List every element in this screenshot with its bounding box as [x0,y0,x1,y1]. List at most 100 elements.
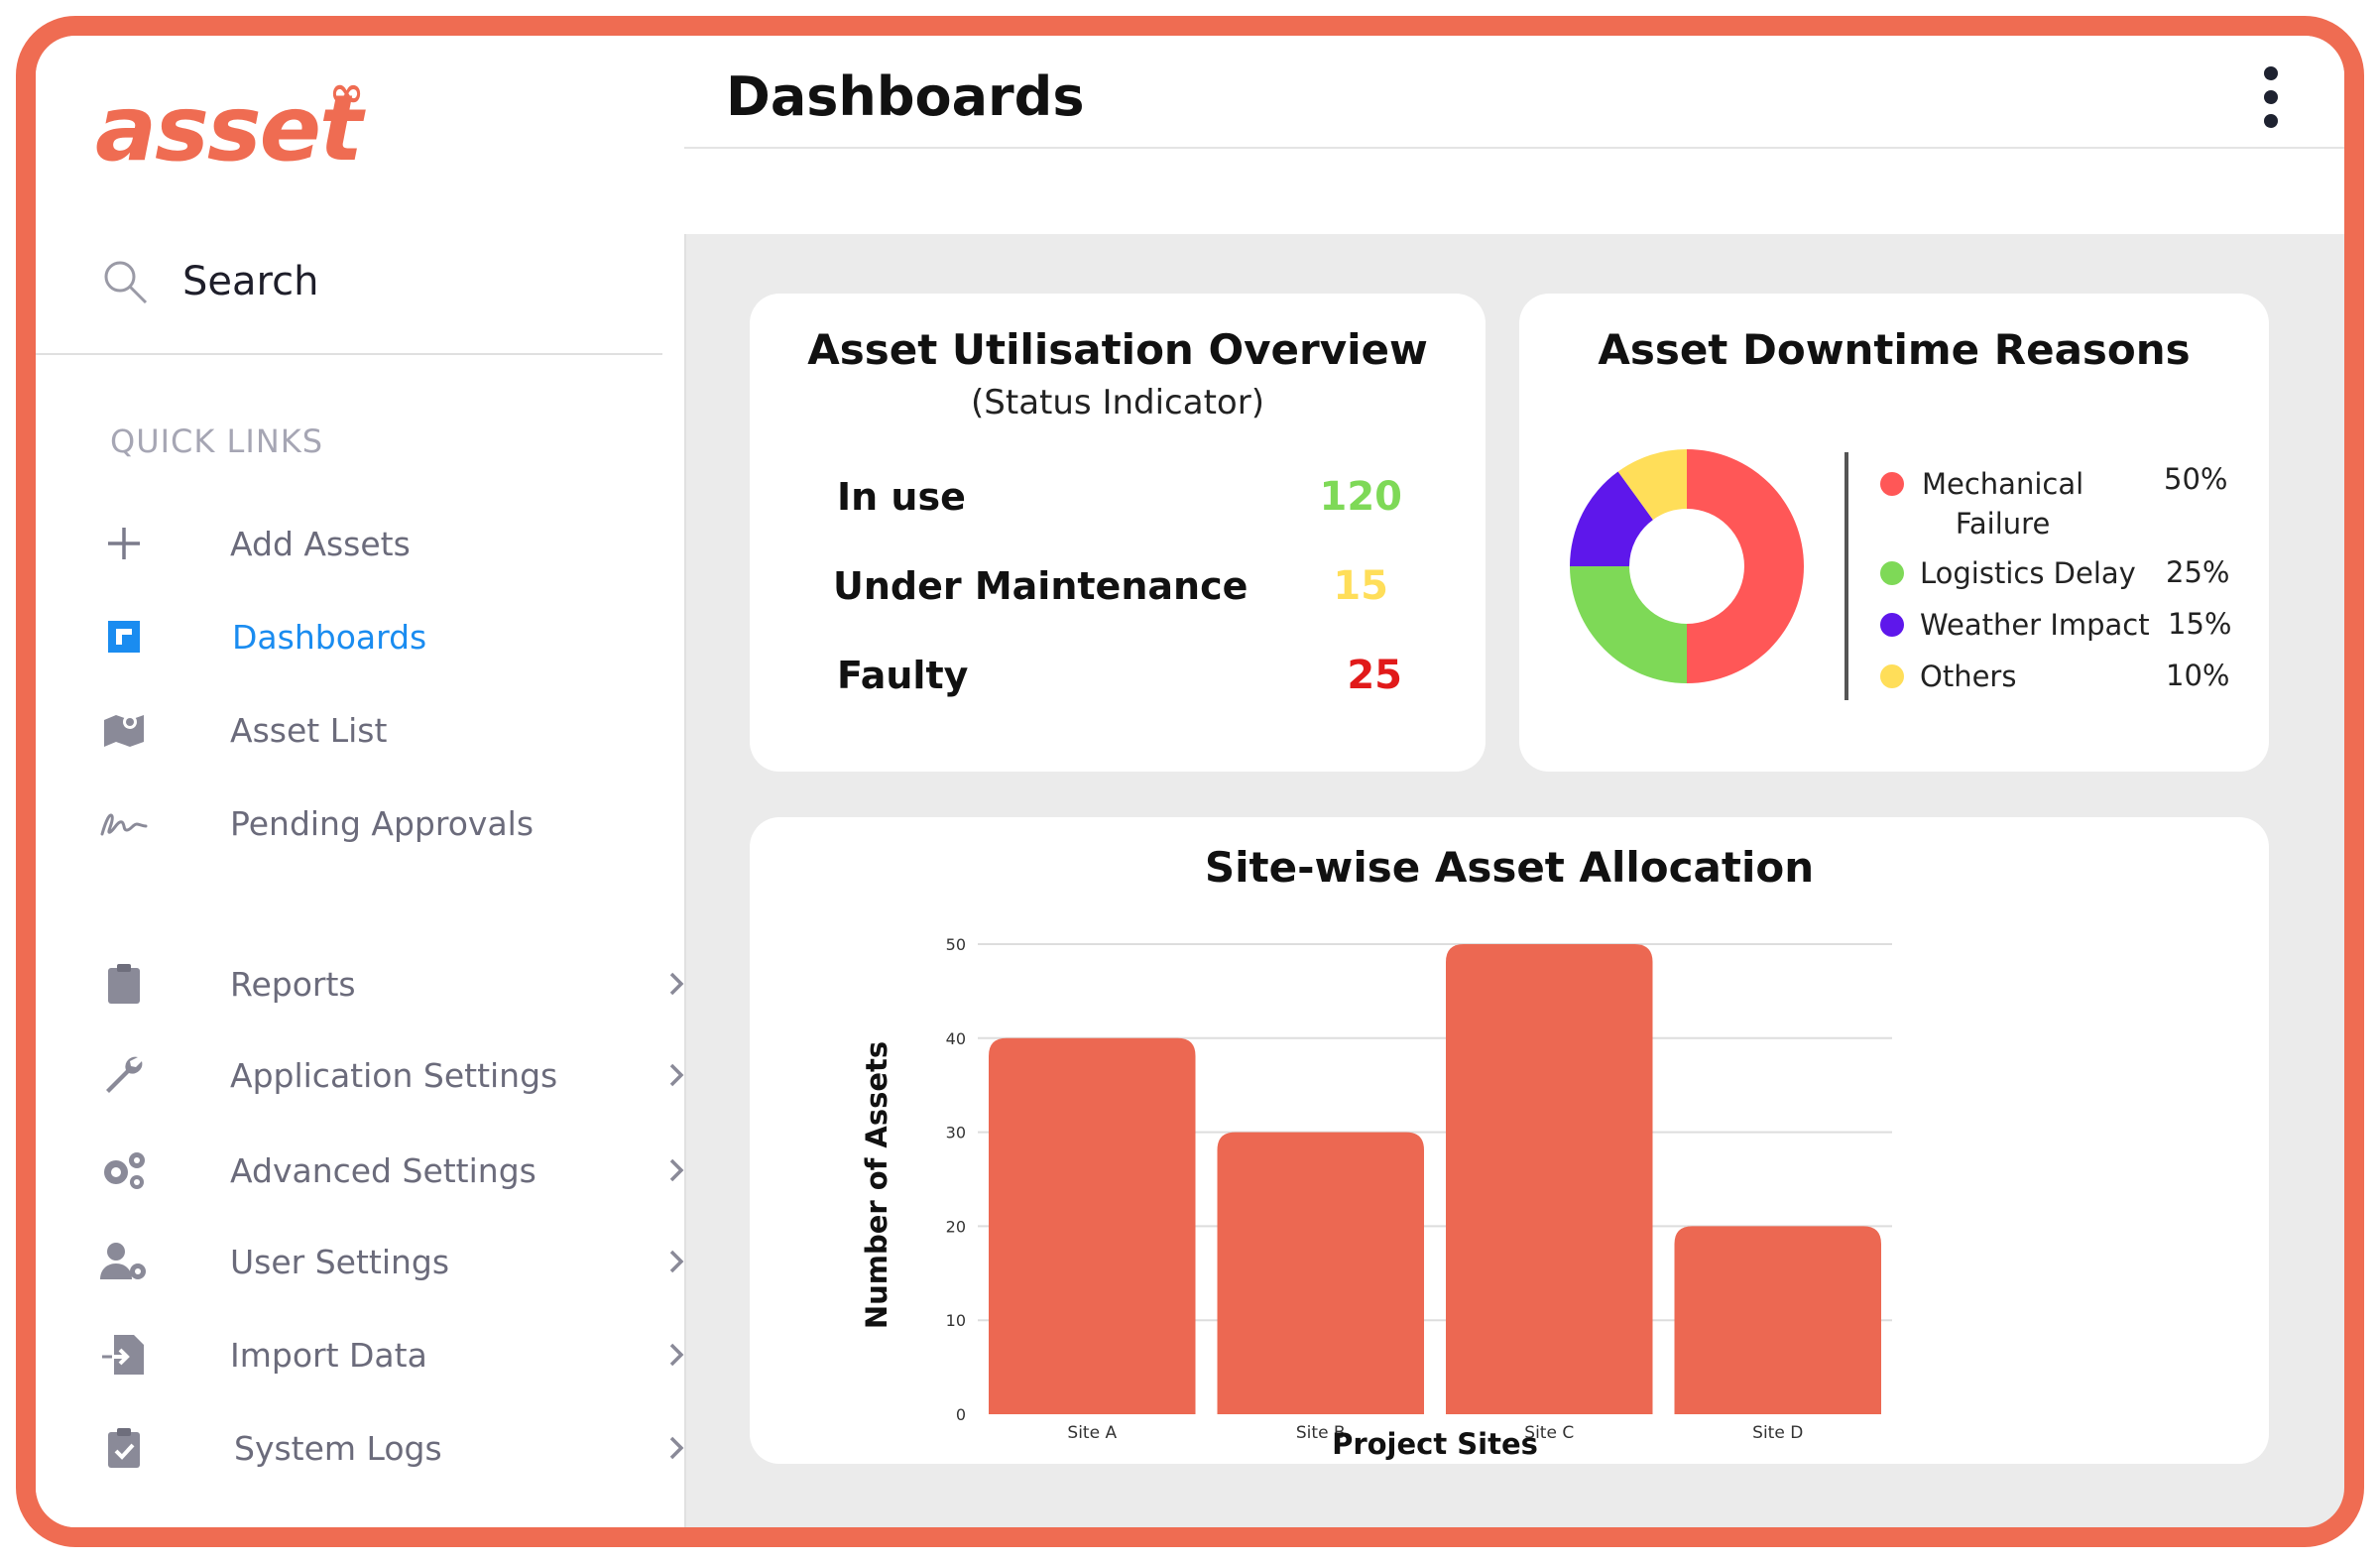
logo-text: asset [95,75,363,181]
legend-percentage: 15% [2168,607,2232,641]
y-tick-label: 10 [946,1311,966,1330]
sidebar-item-application-settings[interactable]: Application Settings [99,1045,684,1105]
map-icon [99,705,149,755]
chevron-right-icon[interactable] [661,1433,691,1463]
status-row-under-maintenance: Under Maintenance 15 [833,563,1388,609]
card-subtitle: (Status Indicator) [971,383,1264,422]
logo-infinity-symbol: ∞ [329,67,364,116]
donut-slice-weather-impact [1570,471,1653,566]
card-title: Asset Downtime Reasons [1598,325,2191,374]
chevron-right-icon[interactable] [661,969,691,999]
donut-slice-logistics-delay [1570,566,1687,683]
y-tick-label: 50 [946,935,966,954]
user-gear-icon [99,1237,149,1286]
x-tick-label: Site C [1524,1423,1574,1443]
plus-icon [99,519,149,568]
sidebar-item-add-assets[interactable]: Add Assets [99,514,411,573]
legend-name: Mechanical Failure [1922,467,2084,541]
status-row-faulty: Faulty 25 [837,653,1402,698]
legend-divider [1844,452,1848,700]
x-tick-label: Site B [1296,1423,1346,1443]
app-logo[interactable]: asset ∞ [95,67,364,181]
legend-item-logistics-delay: Logistics Delay [1880,553,2136,593]
sidebar-item-label: Import Data [230,1335,427,1375]
site-allocation-bar-chart: 0 10 20 30 40 50 Site A Site B Site C Site D Proje… [860,935,1892,1461]
sidebar-item-label: Add Assets [230,524,411,563]
chevron-right-icon[interactable] [661,1340,691,1370]
search-icon [104,261,148,304]
header-divider [684,147,2344,149]
status-row-in-use: In use 120 [837,474,1402,520]
legend-dot [1880,613,1904,637]
clipboard-icon [99,959,149,1009]
sidebar-item-label: Dashboards [232,617,427,657]
sidebar-item-label: Reports [230,964,356,1004]
app-frame: asset ∞ Search QUICK LINKS Add Assets Da… [16,16,2364,1547]
sidebar-item-import-data[interactable]: Import Data [99,1325,684,1384]
status-value: 120 [1319,474,1403,520]
more-options-icon[interactable] [2251,61,2291,141]
top-header: Dashboards [684,36,2344,234]
sidebar-item-asset-list[interactable]: Asset List [99,700,387,760]
y-tick-label: 20 [946,1217,966,1236]
sidebar-item-label: Asset List [230,710,388,750]
sidebar-item-system-logs[interactable]: System Logs [99,1418,684,1478]
chevron-right-icon[interactable] [661,1060,691,1090]
y-tick-label: 40 [946,1029,966,1048]
x-tick-label: Site D [1752,1423,1803,1443]
wrench-icon [99,1050,149,1100]
x-axis-label: Project Sites [1332,1427,1538,1461]
legend-dot [1880,561,1904,585]
gears-icon [99,1145,149,1195]
page-title: Dashboards [726,65,1085,128]
bar-site-d [1674,1226,1881,1414]
search-box[interactable]: Search [99,256,318,307]
legend-percentage: 25% [2166,555,2230,589]
quick-links-title: QUICK LINKS [110,422,324,460]
y-tick-label: 0 [956,1405,966,1424]
legend-item-weather-impact: Weather Impact [1880,605,2150,645]
signature-icon [99,798,149,848]
legend-percentage: 50% [2164,462,2228,496]
card-title: Asset Utilisation Overview [807,325,1428,374]
status-label: Under Maintenance [833,564,1249,608]
sidebar-item-dashboards[interactable]: Dashboards [99,607,426,666]
search-label: Search [182,259,319,304]
sidebar-item-label: System Logs [234,1428,442,1468]
legend-percentage: 10% [2166,659,2230,692]
legend-name: Weather Impact [1920,608,2150,642]
y-axis-label: Number of Assets [860,1041,893,1329]
dashboard-icon [99,612,149,661]
chevron-right-icon[interactable] [661,1155,691,1185]
legend-name: Others [1920,660,2017,693]
sidebar-item-user-settings[interactable]: User Settings [99,1232,684,1291]
sidebar-item-reports[interactable]: Reports [99,954,684,1014]
clipboard-check-icon [99,1423,149,1473]
chevron-right-icon[interactable] [661,1247,691,1276]
sidebar-item-advanced-settings[interactable]: Advanced Settings [99,1141,684,1200]
sidebar-item-label: User Settings [230,1242,450,1281]
legend-item-mechanical-failure: Mechanical Failure [1880,464,2083,543]
status-label: In use [837,475,966,519]
site-allocation-card: Site-wise Asset Allocation 0 10 20 30 40 50 Si… [750,817,2269,1464]
bar-site-b [1217,1132,1424,1414]
legend-dot [1880,472,1904,496]
asset-utilisation-card: Asset Utilisation Overview (Status Indic… [750,294,1486,772]
sidebar-item-pending-approvals[interactable]: Pending Approvals [99,793,534,853]
bar-site-a [989,1037,1196,1414]
sidebar-item-label: Pending Approvals [230,803,535,843]
sidebar-item-label: Advanced Settings [230,1150,536,1190]
sidebar-item-label: Application Settings [230,1055,558,1095]
asset-downtime-card: Asset Downtime Reasons Mechanical Failure… [1519,294,2269,772]
file-import-icon [99,1330,149,1380]
status-value: 15 [1333,563,1388,609]
y-tick-label: 30 [946,1124,966,1142]
donut-slice-others [1617,449,1687,521]
sidebar-divider [36,353,662,355]
legend-name: Logistics Delay [1920,556,2136,590]
downtime-donut-chart [1570,449,1804,683]
legend-item-others: Others [1880,657,2016,696]
bar-site-c [1446,944,1653,1414]
donut-slice-mechanical-failure [1687,449,1804,683]
card-title: Site-wise Asset Allocation [1204,843,1815,892]
